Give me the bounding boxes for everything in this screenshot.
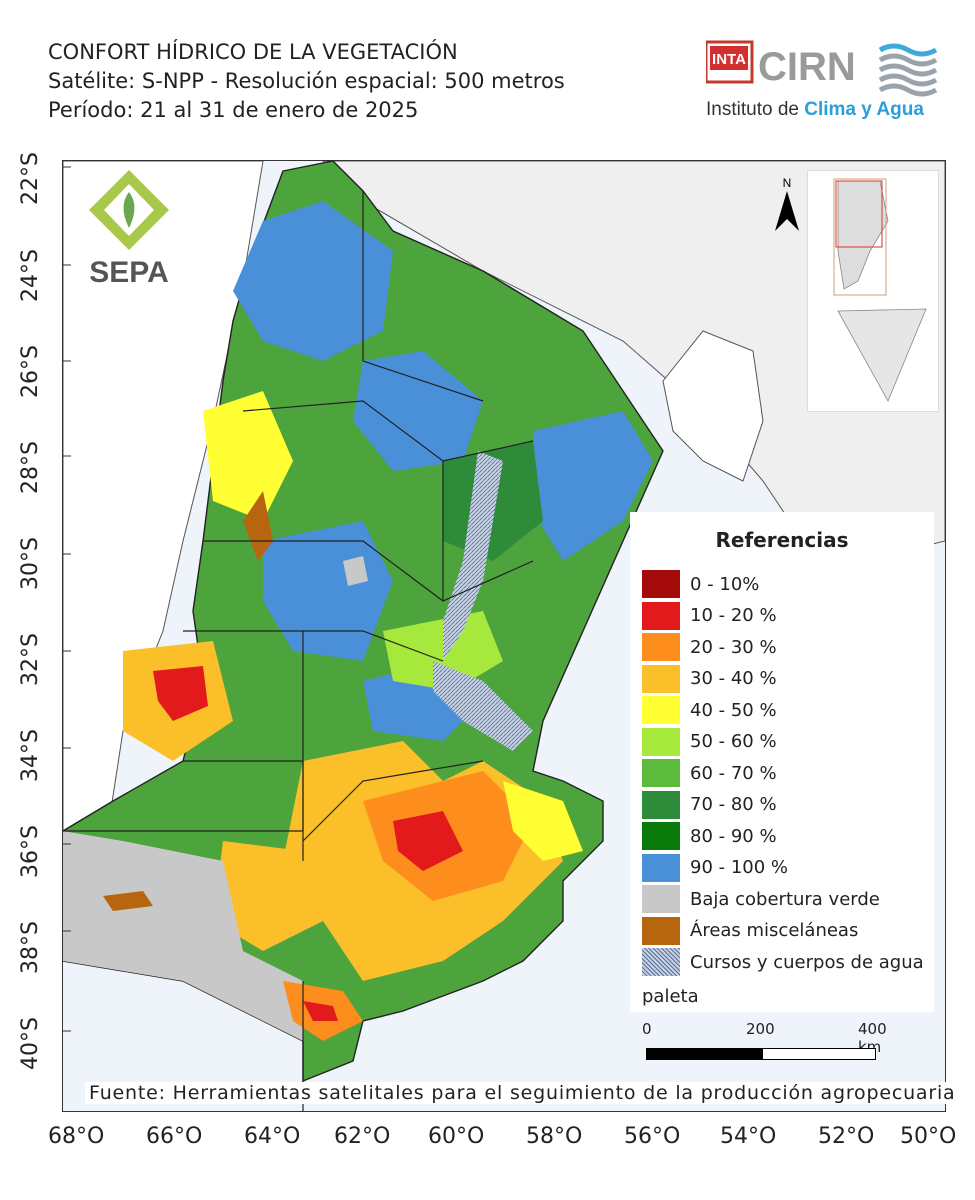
inta-cirn-logo: INTA CIRN Instituto de Clima y Agua	[706, 40, 938, 120]
legend-label: 90 - 100 %	[690, 857, 789, 878]
legend-swatch	[642, 633, 680, 661]
lon-label: 60°O	[428, 1124, 485, 1149]
lat-label: 40°S	[18, 1017, 43, 1070]
lon-label: 56°O	[624, 1124, 681, 1149]
inta-text: INTA	[712, 51, 746, 68]
lon-label: 52°O	[818, 1124, 875, 1149]
legend-label: Cursos y cuerpos de agua	[690, 951, 924, 973]
waves-icon	[878, 43, 938, 97]
legend-title: Referencias	[715, 528, 849, 552]
legend-label: 60 - 70 %	[690, 762, 777, 784]
legend-swatch	[642, 885, 680, 913]
map-title: CONFORT HÍDRICO DE LA VEGETACIÓN	[48, 40, 458, 64]
legend-item: 0 - 10%	[642, 570, 759, 598]
legend-item: 60 - 70 %	[642, 759, 777, 787]
scale-label: 200	[746, 1020, 775, 1038]
lat-label: 30°S	[18, 537, 43, 590]
lon-label: 54°O	[720, 1124, 777, 1149]
legend-swatch	[642, 916, 680, 945]
legend-swatch	[642, 570, 680, 598]
legend-item: 10 - 20 %	[642, 601, 777, 630]
lat-label: 32°S	[18, 633, 43, 686]
lat-label: 36°S	[18, 825, 43, 878]
inset-map	[807, 170, 939, 412]
legend-item: Cursos y cuerpos de agua	[642, 948, 924, 976]
legend-label: 80 - 90 %	[690, 825, 777, 847]
lat-label: 38°S	[18, 921, 43, 974]
lon-label: 58°O	[526, 1124, 583, 1149]
legend-label: Baja cobertura verde	[690, 888, 880, 910]
legend-swatch	[642, 790, 680, 819]
legend-swatch	[642, 853, 680, 882]
lon-label: 62°O	[334, 1124, 391, 1149]
lat-label: 24°S	[18, 249, 43, 302]
vegetation-zones	[63, 201, 653, 1041]
legend-item: 80 - 90 %	[642, 822, 777, 850]
north-arrow-icon: N	[775, 176, 799, 231]
legend-label: 50 - 60 %	[690, 731, 777, 752]
legend-item: 90 - 100 %	[642, 853, 789, 882]
legend-label: 30 - 40 %	[690, 668, 777, 689]
lat-label: 34°S	[18, 729, 43, 782]
scale-bar-white	[762, 1048, 876, 1060]
lon-label: 66°O	[146, 1124, 203, 1149]
sepa-logo: SEPA	[89, 170, 169, 289]
misiones-region	[662, 330, 764, 482]
legend-item: 70 - 80 %	[642, 790, 777, 819]
legend-palette-label: paleta	[642, 986, 699, 1007]
cirn-text: CIRN	[758, 45, 856, 89]
legend-swatch	[642, 601, 680, 630]
legend-label: 20 - 30 %	[690, 636, 777, 658]
graticule	[63, 166, 71, 1032]
legend-item: 50 - 60 %	[642, 727, 777, 756]
scale-label: 0	[642, 1020, 652, 1038]
legend-swatch	[642, 664, 680, 693]
map-header: CONFORT HÍDRICO DE LA VEGETACIÓN Satélit…	[48, 38, 565, 125]
institute-text: Instituto de Clima y Agua	[706, 99, 924, 120]
legend-swatch	[642, 822, 680, 850]
svg-text:N: N	[783, 176, 792, 190]
legend-swatch	[642, 948, 680, 976]
legend-swatch	[642, 696, 680, 724]
legend-swatch	[642, 759, 680, 787]
province-borders	[63, 191, 534, 1111]
period-info: Período: 21 al 31 de enero de 2025	[48, 98, 419, 122]
scale-bar: 0 200 400 km	[642, 1020, 887, 1070]
legend-item: Áreas misceláneas	[642, 916, 859, 945]
legend-label: Áreas misceláneas	[690, 920, 859, 941]
legend-swatch	[642, 727, 680, 756]
legend-item: Baja cobertura verde	[642, 885, 880, 913]
legend-label: 10 - 20 %	[690, 605, 777, 626]
legend-item: 30 - 40 %	[642, 664, 777, 693]
satellite-info: Satélite: S-NPP - Resolución espacial: 5…	[48, 69, 565, 93]
source-text: Fuente: Herramientas satelitales para el…	[85, 1082, 960, 1104]
inset-map-svg	[833, 178, 927, 402]
legend-item: 20 - 30 %	[642, 633, 777, 661]
lon-label: 50°O	[900, 1124, 957, 1149]
legend-label: 70 - 80 %	[690, 794, 777, 815]
lat-label: 22°S	[18, 152, 43, 205]
lat-label: 26°S	[18, 345, 43, 398]
legend: Referencias 0 - 10% 10 - 20 % 20 - 30 % 30 …	[630, 512, 934, 1012]
sepa-text: SEPA	[89, 256, 168, 289]
legend-label: 0 - 10%	[690, 573, 760, 595]
lon-label: 64°O	[244, 1124, 301, 1149]
scale-bar-black	[646, 1048, 762, 1060]
lat-label: 28°S	[18, 441, 43, 494]
legend-label: 40 - 50 %	[690, 699, 777, 721]
legend-item: 40 - 50 %	[642, 696, 777, 724]
lon-label: 68°O	[48, 1124, 105, 1149]
